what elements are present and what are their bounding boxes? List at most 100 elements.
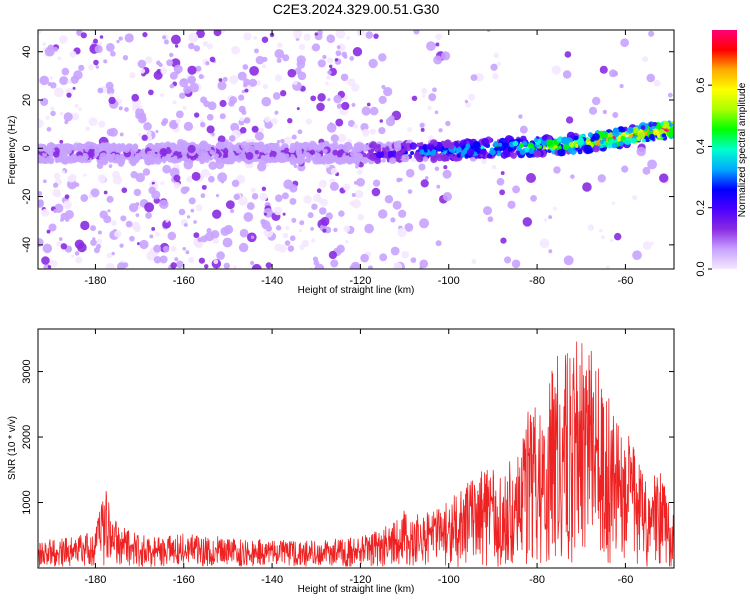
- spectral-blob: [251, 157, 256, 162]
- spectral-blob: [368, 143, 374, 149]
- spectral-blob: [562, 143, 570, 151]
- spectral-blob: [53, 46, 59, 52]
- spectral-blob: [244, 88, 249, 93]
- spectral-blob: [307, 212, 314, 219]
- spectral-blob: [433, 55, 443, 65]
- spectral-blob: [64, 209, 74, 220]
- spectral-blob: [51, 144, 56, 149]
- spectral-blob: [161, 120, 167, 127]
- spectral-blob: [285, 225, 290, 231]
- spectral-blob: [378, 53, 387, 62]
- spectral-blob: [172, 100, 177, 105]
- spectral-blob: [541, 135, 548, 141]
- spectral-blob: [201, 184, 207, 190]
- spectral-blob: [317, 30, 323, 36]
- spectral-blob: [150, 144, 154, 149]
- spectral-blob: [148, 186, 156, 195]
- spectral-blob: [317, 59, 326, 68]
- spectral-blob: [507, 200, 516, 209]
- spectral-blob: [464, 99, 469, 104]
- spectral-blob: [592, 145, 600, 153]
- spectral-blob: [145, 212, 152, 219]
- spectral-blob: [330, 167, 338, 175]
- spectral-blob: [351, 102, 356, 107]
- spectral-blob: [38, 119, 44, 129]
- spectral-blob: [182, 105, 187, 110]
- spectral-blob: [45, 116, 50, 120]
- spectral-blob: [41, 256, 50, 265]
- spectral-blob: [621, 165, 629, 173]
- spectral-blob: [214, 153, 219, 158]
- spectral-blob: [371, 187, 381, 197]
- spectral-blob: [338, 210, 345, 217]
- spectral-blob: [154, 231, 160, 237]
- spectral-blob: [59, 155, 64, 160]
- snr-y-axis-label: SNR (10 * v/v): [7, 416, 18, 480]
- spectral-blob: [318, 179, 328, 188]
- snr-y-tick-label: 2000: [21, 425, 33, 449]
- spectral-blob: [124, 107, 129, 112]
- spectrogram-y-tick-label: -40: [21, 237, 33, 253]
- spectral-blob: [111, 251, 115, 256]
- spectral-blob: [135, 213, 140, 217]
- snr-y-ticks: 1000 2000 3000: [21, 359, 674, 515]
- spectral-blob: [481, 137, 490, 146]
- spectral-blob: [47, 44, 55, 51]
- spectral-blob: [483, 206, 493, 216]
- spectral-blob: [198, 257, 206, 264]
- spectral-blob: [319, 158, 325, 165]
- spectral-blob: [636, 146, 646, 157]
- spectral-blob: [563, 255, 574, 266]
- spectral-blob: [303, 33, 311, 41]
- snr-frame: [37, 328, 675, 569]
- spectral-blob: [209, 56, 216, 63]
- spectral-blob: [242, 83, 248, 88]
- spectral-blob: [169, 143, 178, 151]
- spectral-blob: [106, 128, 115, 137]
- spectral-blob: [317, 93, 326, 102]
- spectral-blob: [293, 80, 298, 86]
- snr-y-tick-label: 1000: [21, 490, 33, 514]
- spectral-blob: [361, 128, 370, 137]
- spectral-blob: [522, 217, 533, 227]
- spectral-blob: [660, 121, 664, 126]
- spectral-blob: [188, 197, 196, 205]
- spectral-blob: [183, 85, 192, 94]
- snr-x-tick-label: -100: [438, 574, 460, 586]
- spectral-blob: [249, 78, 258, 87]
- spectral-blob: [219, 99, 227, 108]
- spectral-blob: [427, 105, 432, 111]
- spectral-blob: [186, 176, 193, 183]
- spectral-blob: [605, 265, 610, 269]
- spectral-blob: [67, 156, 72, 161]
- spectral-blob: [562, 70, 572, 79]
- spectral-blob: [203, 41, 208, 45]
- spectral-blob: [180, 186, 189, 195]
- spectral-blob: [164, 39, 169, 45]
- spectral-blob: [418, 163, 426, 171]
- spectral-blob: [174, 257, 179, 262]
- spectral-blob: [273, 206, 283, 216]
- spectral-blob: [108, 164, 113, 168]
- snr-x-tick-label: -60: [617, 574, 633, 586]
- spectral-blob: [518, 142, 525, 149]
- spectral-blob: [365, 31, 374, 39]
- spectral-blob: [310, 95, 317, 102]
- spectral-blob: [598, 228, 603, 233]
- spectral-blob: [274, 155, 282, 162]
- spectral-blob: [574, 143, 579, 148]
- spectral-blob: [330, 259, 339, 268]
- spectral-blob: [367, 265, 373, 269]
- spectral-blob: [173, 174, 181, 182]
- spectral-blob: [137, 132, 142, 137]
- spectral-blob: [75, 256, 83, 264]
- spectral-blob: [215, 193, 220, 198]
- spectral-blob: [216, 149, 221, 154]
- spectral-blob: [369, 106, 379, 116]
- spectral-blob: [62, 200, 72, 210]
- spectral-blob: [327, 98, 331, 102]
- spectral-blob: [83, 173, 87, 177]
- spectral-blob: [336, 157, 345, 165]
- spectral-blob: [270, 117, 278, 125]
- spectral-blob: [108, 144, 116, 152]
